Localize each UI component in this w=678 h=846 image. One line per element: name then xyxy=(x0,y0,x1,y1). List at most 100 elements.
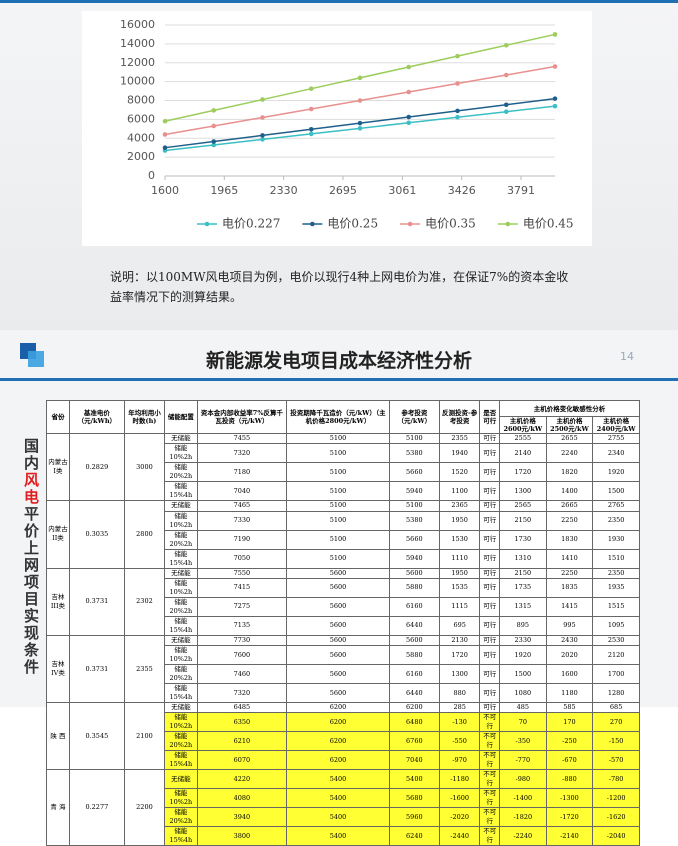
table-cell: 6200 xyxy=(286,731,390,752)
table-cell: 7730 xyxy=(196,634,288,647)
header-cell: 参考投资（元/kW） xyxy=(388,400,440,434)
x-tick-label: 2695 xyxy=(329,184,357,197)
y-tick-label: 10000 xyxy=(120,75,155,88)
table-cell: 5960 xyxy=(388,807,440,828)
table-cell: 6440 xyxy=(388,615,440,636)
legend-label: 电价0.45 xyxy=(523,217,574,231)
table-cell: 7135 xyxy=(196,615,288,636)
table-cell: 青 海 xyxy=(46,769,70,846)
table-cell: 5100 xyxy=(286,500,390,512)
table-cell: 1310 xyxy=(499,548,547,569)
table-cell: 不可行 xyxy=(479,731,501,752)
point xyxy=(552,32,558,37)
table-cell: 0.2829 xyxy=(68,432,125,502)
side-title: 国内风电平价上网项目实现条件 xyxy=(20,438,42,676)
table-cell: 储能10%2h xyxy=(164,788,198,809)
table-cell: 1315 xyxy=(499,596,547,617)
table-cell: -350 xyxy=(499,731,547,752)
table-cell: 可行 xyxy=(479,664,501,685)
table-cell: 5100 xyxy=(286,510,390,531)
header-cell: 资本金内部收益率7%反算千瓦投资（元/kW） xyxy=(196,400,288,434)
table-cell: -1200 xyxy=(592,788,640,809)
table-cell: 1500 xyxy=(499,664,547,685)
point xyxy=(260,97,265,102)
header-cell: 主机价格变化敏感性分析 xyxy=(499,400,640,417)
table-cell: 可行 xyxy=(479,615,501,636)
table-cell: 70 xyxy=(499,712,547,733)
table-cell: 可行 xyxy=(479,645,501,666)
table-cell: -1620 xyxy=(592,807,640,828)
table-cell: 不可行 xyxy=(479,788,501,809)
y-tick-label: 8000 xyxy=(127,94,155,107)
table-cell: 5600 xyxy=(286,567,390,579)
table-cell: 储能20%2h xyxy=(164,807,198,828)
table-row: 陕 西 0.3545 2100 无储能 6485 6200 6200 285 可行 485 585 6… xyxy=(46,702,640,771)
table-cell: 7040 xyxy=(388,750,440,771)
x-tick-label: 1600 xyxy=(151,184,179,197)
table-cell: 3000 xyxy=(123,432,166,502)
table-cell: -880 xyxy=(545,769,594,790)
y-tick-label: 0 xyxy=(148,169,155,182)
table-cell: 270 xyxy=(592,712,640,733)
point xyxy=(406,64,412,70)
legend-label: 电价0.227 xyxy=(222,217,280,231)
side-title-part: 国内 xyxy=(22,438,40,472)
y-tick-label: 14000 xyxy=(120,37,155,50)
table-cell: 吉林IV类 xyxy=(46,634,70,704)
table-cell: -250 xyxy=(545,731,594,752)
table-cell: 5400 xyxy=(388,769,440,790)
point xyxy=(552,64,558,69)
x-tick-label: 3426 xyxy=(448,184,476,197)
table-cell: 2330 xyxy=(499,634,547,647)
table-cell: 可行 xyxy=(479,567,501,579)
legend-label: 电价0.35 xyxy=(425,217,476,231)
table-cell: 可行 xyxy=(479,529,501,550)
table-cell: 2302 xyxy=(123,567,166,636)
slide-icon xyxy=(28,351,44,367)
table-cell: 1280 xyxy=(592,683,640,704)
table-cell: 可行 xyxy=(479,443,501,464)
table-cell: 不可行 xyxy=(479,750,501,771)
table-cell: 1535 xyxy=(438,577,481,598)
table-cell: 2240 xyxy=(545,443,594,464)
point xyxy=(211,108,217,113)
x-tick-label: 3791 xyxy=(507,184,535,197)
legend-marker xyxy=(204,221,210,227)
table-cell: 995 xyxy=(545,615,594,636)
table-cell: 1950 xyxy=(438,510,481,531)
point xyxy=(552,103,558,109)
table-cell: 5880 xyxy=(388,645,440,666)
table-cell: 可行 xyxy=(479,500,501,512)
table-cell: 可行 xyxy=(479,510,501,531)
x-tick-label: 1965 xyxy=(210,184,238,197)
table-cell: 5100 xyxy=(286,462,390,483)
table-cell: 2365 xyxy=(438,500,481,512)
table-cell: 5660 xyxy=(388,529,440,550)
legend-marker xyxy=(505,221,511,227)
table-cell: 1720 xyxy=(438,645,481,666)
table-cell: 6485 xyxy=(196,702,288,714)
table-cell: 6200 xyxy=(286,712,390,733)
side-title-part: 风电 xyxy=(22,472,40,506)
point xyxy=(357,75,363,81)
table-cell: 1100 xyxy=(438,481,481,502)
table-cell: 1950 xyxy=(438,567,481,579)
table-cell: 7415 xyxy=(196,577,288,598)
legend-marker xyxy=(407,221,413,227)
table-row: 内蒙古I类 0.2829 3000 无储能 7455 5100 5100 2355 可行 2555… xyxy=(46,432,640,502)
table-cell: 1940 xyxy=(438,443,481,464)
legend-marker xyxy=(310,221,315,227)
table-cell: 7040 xyxy=(196,481,288,502)
table-cell: 2250 xyxy=(545,510,594,531)
table-cell: 2150 xyxy=(499,567,547,579)
table-cell: 2755 xyxy=(592,432,640,445)
table-cell: 5680 xyxy=(388,788,440,809)
table-cell: 0.3731 xyxy=(68,567,125,636)
table-cell: 5600 xyxy=(286,596,390,617)
table-row: 储能20%2h 7275 5600 6160 1115 可行 1315 1415 1515 xyxy=(47,596,640,617)
table-cell: -1720 xyxy=(545,807,594,828)
header-cell: 是否可行 xyxy=(479,400,501,434)
table-cell: 储能15%4h xyxy=(164,481,198,502)
table-cell: 储能15%4h xyxy=(164,683,198,704)
